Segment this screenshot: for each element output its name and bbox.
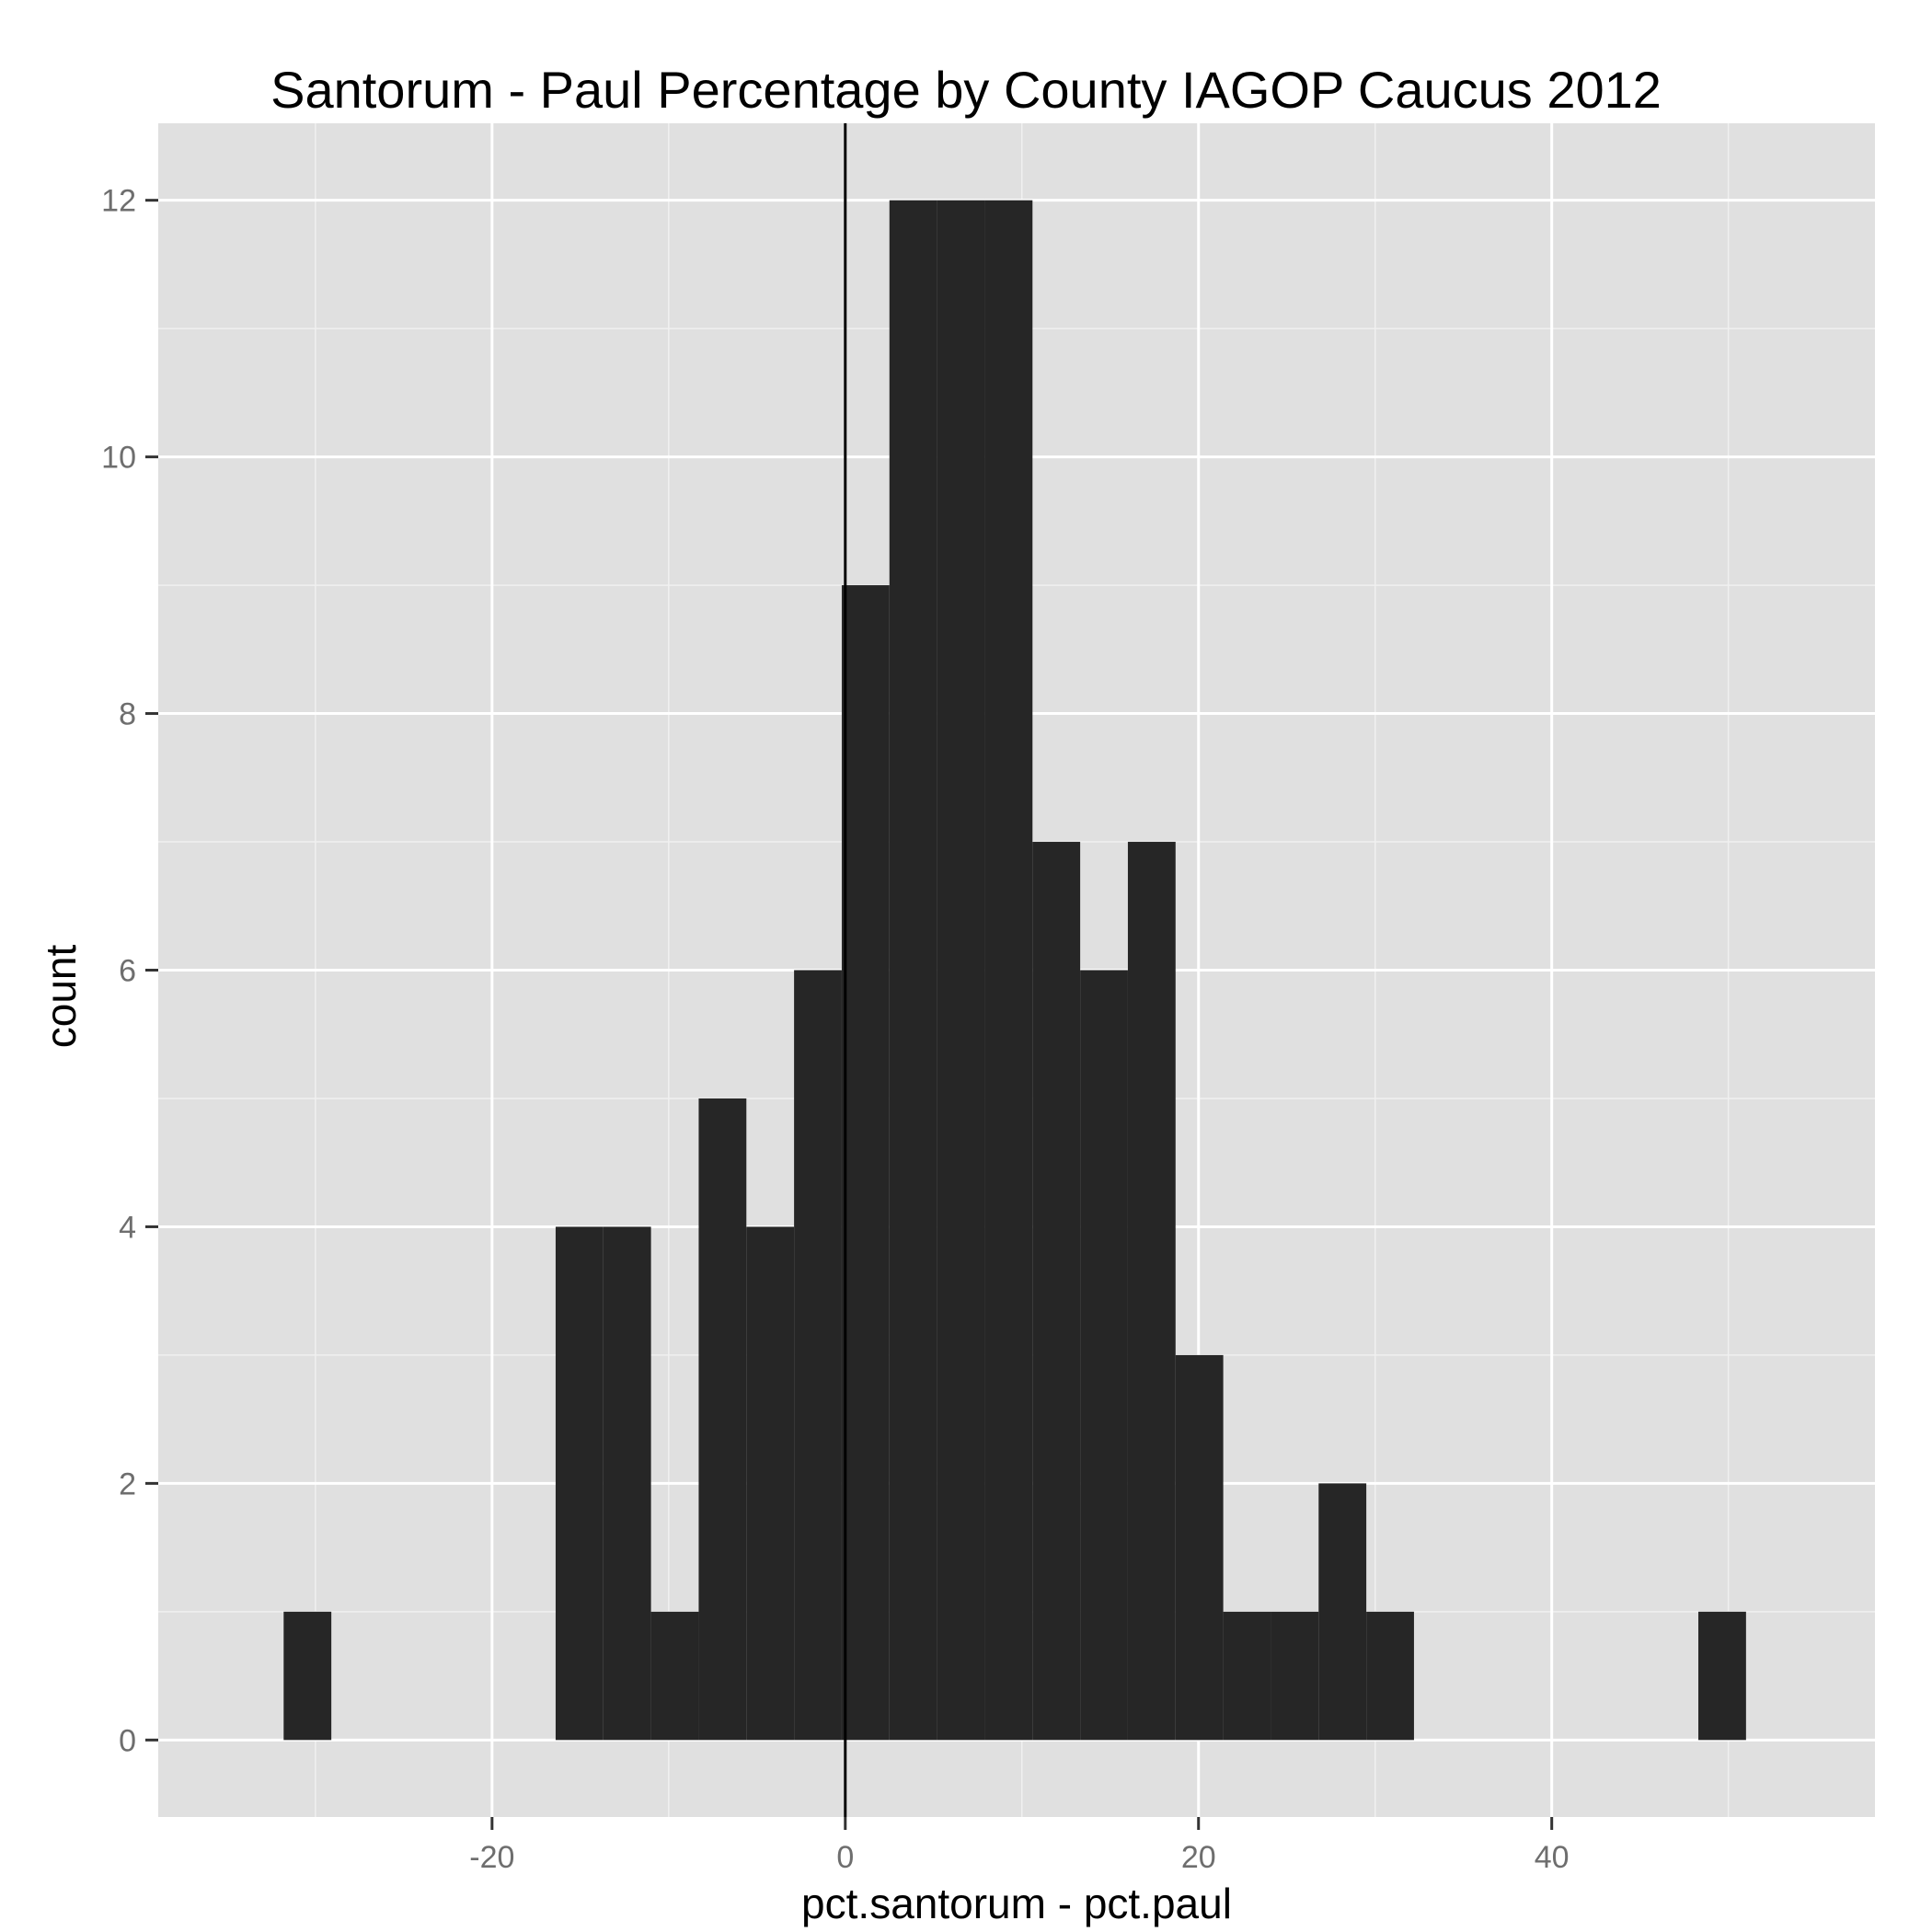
histogram-bars [283, 200, 1746, 1741]
chart-title: Santorum - Paul Percentage by County IAG… [270, 61, 1662, 119]
y-tick-label: 10 [101, 441, 136, 476]
histogram-bar [650, 1611, 699, 1741]
x-axis-title: pct.santorum - pct.paul [801, 1880, 1232, 1927]
histogram-bar [1318, 1483, 1367, 1741]
y-tick-label: 2 [119, 1466, 136, 1501]
y-axis-title: count [37, 944, 85, 1049]
histogram-bar [1366, 1611, 1414, 1741]
histogram-bar [603, 1226, 651, 1741]
histogram-bar [1127, 842, 1176, 1741]
x-tick-label: 40 [1535, 1840, 1570, 1875]
y-tick-label: 8 [119, 697, 136, 732]
histogram-bar [937, 200, 985, 1741]
y-tick-label: 6 [119, 954, 136, 989]
histogram-bar [698, 1098, 747, 1741]
histogram-bar [283, 1611, 332, 1741]
histogram-bar [984, 200, 1033, 1741]
histogram-bar [1223, 1611, 1271, 1741]
histogram-bar [1698, 1611, 1746, 1741]
histogram-bar [555, 1226, 604, 1741]
x-axis: -20 0 20 40 [469, 1817, 1570, 1875]
histogram-bar [746, 1226, 795, 1741]
y-tick-label: 12 [101, 184, 136, 219]
histogram-bar [1271, 1611, 1319, 1741]
x-tick-label: 20 [1181, 1840, 1216, 1875]
histogram-bar [841, 585, 890, 1741]
y-axis: 0 2 4 6 8 10 12 [101, 184, 158, 1758]
histogram-bar [1080, 970, 1128, 1741]
histogram-bar [1175, 1354, 1224, 1741]
y-tick-label: 4 [119, 1210, 136, 1245]
y-tick-label: 0 [119, 1723, 136, 1758]
histogram-bar [889, 200, 937, 1741]
x-tick-label: -20 [469, 1840, 514, 1875]
histogram-bar [794, 970, 842, 1741]
histogram-bar [1032, 842, 1081, 1741]
x-tick-label: 0 [836, 1840, 854, 1875]
